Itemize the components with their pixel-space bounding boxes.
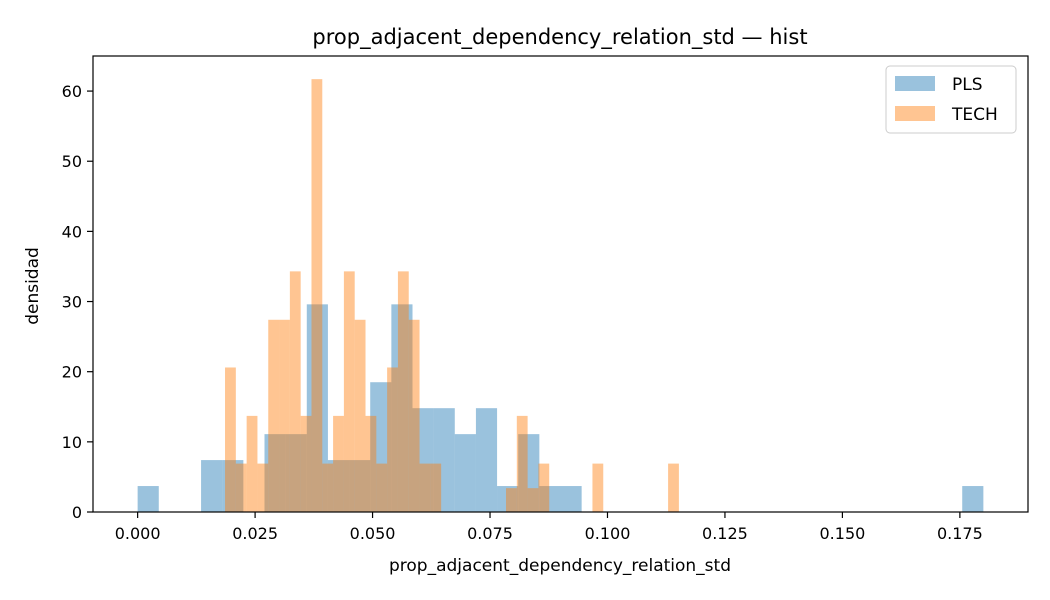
legend-label-pls: PLS — [952, 75, 983, 95]
y-tick-label: 40 — [62, 222, 82, 241]
histogram-bar — [349, 460, 371, 512]
histogram-bar — [527, 488, 539, 512]
histogram-bar — [408, 319, 420, 512]
histogram-bar — [300, 415, 312, 512]
histogram-bar — [235, 463, 247, 512]
histogram-bar — [430, 463, 442, 512]
histogram-bar — [285, 434, 307, 512]
y-tick-label: 10 — [62, 433, 82, 452]
histogram-bar — [279, 319, 290, 512]
y-tick-label: 50 — [62, 152, 82, 171]
histogram-bar — [322, 463, 334, 512]
histogram-bar — [387, 367, 398, 512]
histogram-bar — [354, 319, 366, 512]
histogram-bar — [505, 488, 517, 512]
histogram-bar — [343, 271, 355, 512]
x-tick-label: 0.125 — [702, 524, 748, 543]
y-axis-ticks: 0 10 20 30 40 50 60 — [62, 82, 93, 522]
histogram-bar — [391, 304, 413, 512]
histogram-bar — [419, 463, 431, 512]
x-tick-label: 0.025 — [232, 524, 278, 543]
histogram-bar — [365, 415, 377, 512]
histogram-bar — [454, 434, 476, 512]
y-tick-label: 30 — [62, 293, 82, 312]
histogram-bar — [246, 415, 258, 512]
histogram-bar — [137, 486, 159, 512]
histogram-bar — [370, 382, 392, 512]
bars-layer — [137, 79, 984, 513]
x-tick-label: 0.050 — [350, 524, 396, 543]
legend-swatch-pls — [895, 76, 935, 91]
histogram-bar — [222, 460, 244, 512]
histogram-bar — [560, 486, 582, 512]
series-tech-bars — [225, 79, 679, 513]
y-axis-label: densidad — [23, 247, 43, 325]
x-tick-label: 0.000 — [115, 524, 161, 543]
histogram-bar — [668, 463, 679, 512]
y-tick-label: 20 — [62, 363, 82, 382]
x-tick-label: 0.175 — [937, 524, 983, 543]
y-tick-label: 0 — [72, 503, 82, 522]
histogram-bar — [592, 463, 604, 512]
legend: PLS TECH — [885, 65, 1017, 134]
histogram-bar — [225, 367, 236, 512]
histogram-bar — [327, 460, 350, 512]
histogram-bar — [475, 408, 498, 512]
histogram-bar — [257, 463, 269, 512]
y-tick-label: 60 — [62, 82, 82, 101]
histogram-bar — [497, 486, 519, 512]
axes-frame — [92, 55, 1029, 513]
histogram-bar — [289, 271, 301, 512]
histogram-bar — [538, 463, 550, 512]
legend-label-tech: TECH — [951, 105, 998, 125]
histogram-bar — [376, 463, 388, 512]
x-axis-ticks: 0.000 0.025 0.050 0.075 0.100 0.125 0.150 0.175 — [115, 512, 983, 543]
histogram-bar — [516, 415, 528, 512]
legend-frame — [885, 65, 1017, 134]
histogram-bar — [311, 79, 323, 513]
histogram-bar — [306, 304, 328, 512]
histogram-bar — [433, 408, 455, 512]
histogram-bar — [333, 415, 344, 512]
series-pls-bars — [137, 304, 984, 512]
x-tick-label: 0.150 — [820, 524, 866, 543]
histogram-bar — [201, 460, 223, 512]
histogram-bar — [268, 319, 280, 512]
chart-title: prop_adjacent_dependency_relation_std — … — [312, 25, 807, 50]
x-axis-label: prop_adjacent_dependency_relation_std — [389, 556, 731, 576]
plot-area: 0.000 0.025 0.050 0.075 0.100 0.125 0.150 0.175… — [62, 55, 1029, 543]
legend-swatch-tech — [895, 106, 935, 121]
histogram-bar — [412, 408, 434, 512]
histogram-bar — [518, 434, 540, 512]
x-tick-label: 0.100 — [585, 524, 631, 543]
x-tick-label: 0.075 — [467, 524, 513, 543]
histogram-bar — [539, 486, 561, 512]
histogram-bar — [264, 434, 286, 512]
histogram-bar — [962, 486, 984, 512]
histogram-bar — [397, 271, 409, 512]
